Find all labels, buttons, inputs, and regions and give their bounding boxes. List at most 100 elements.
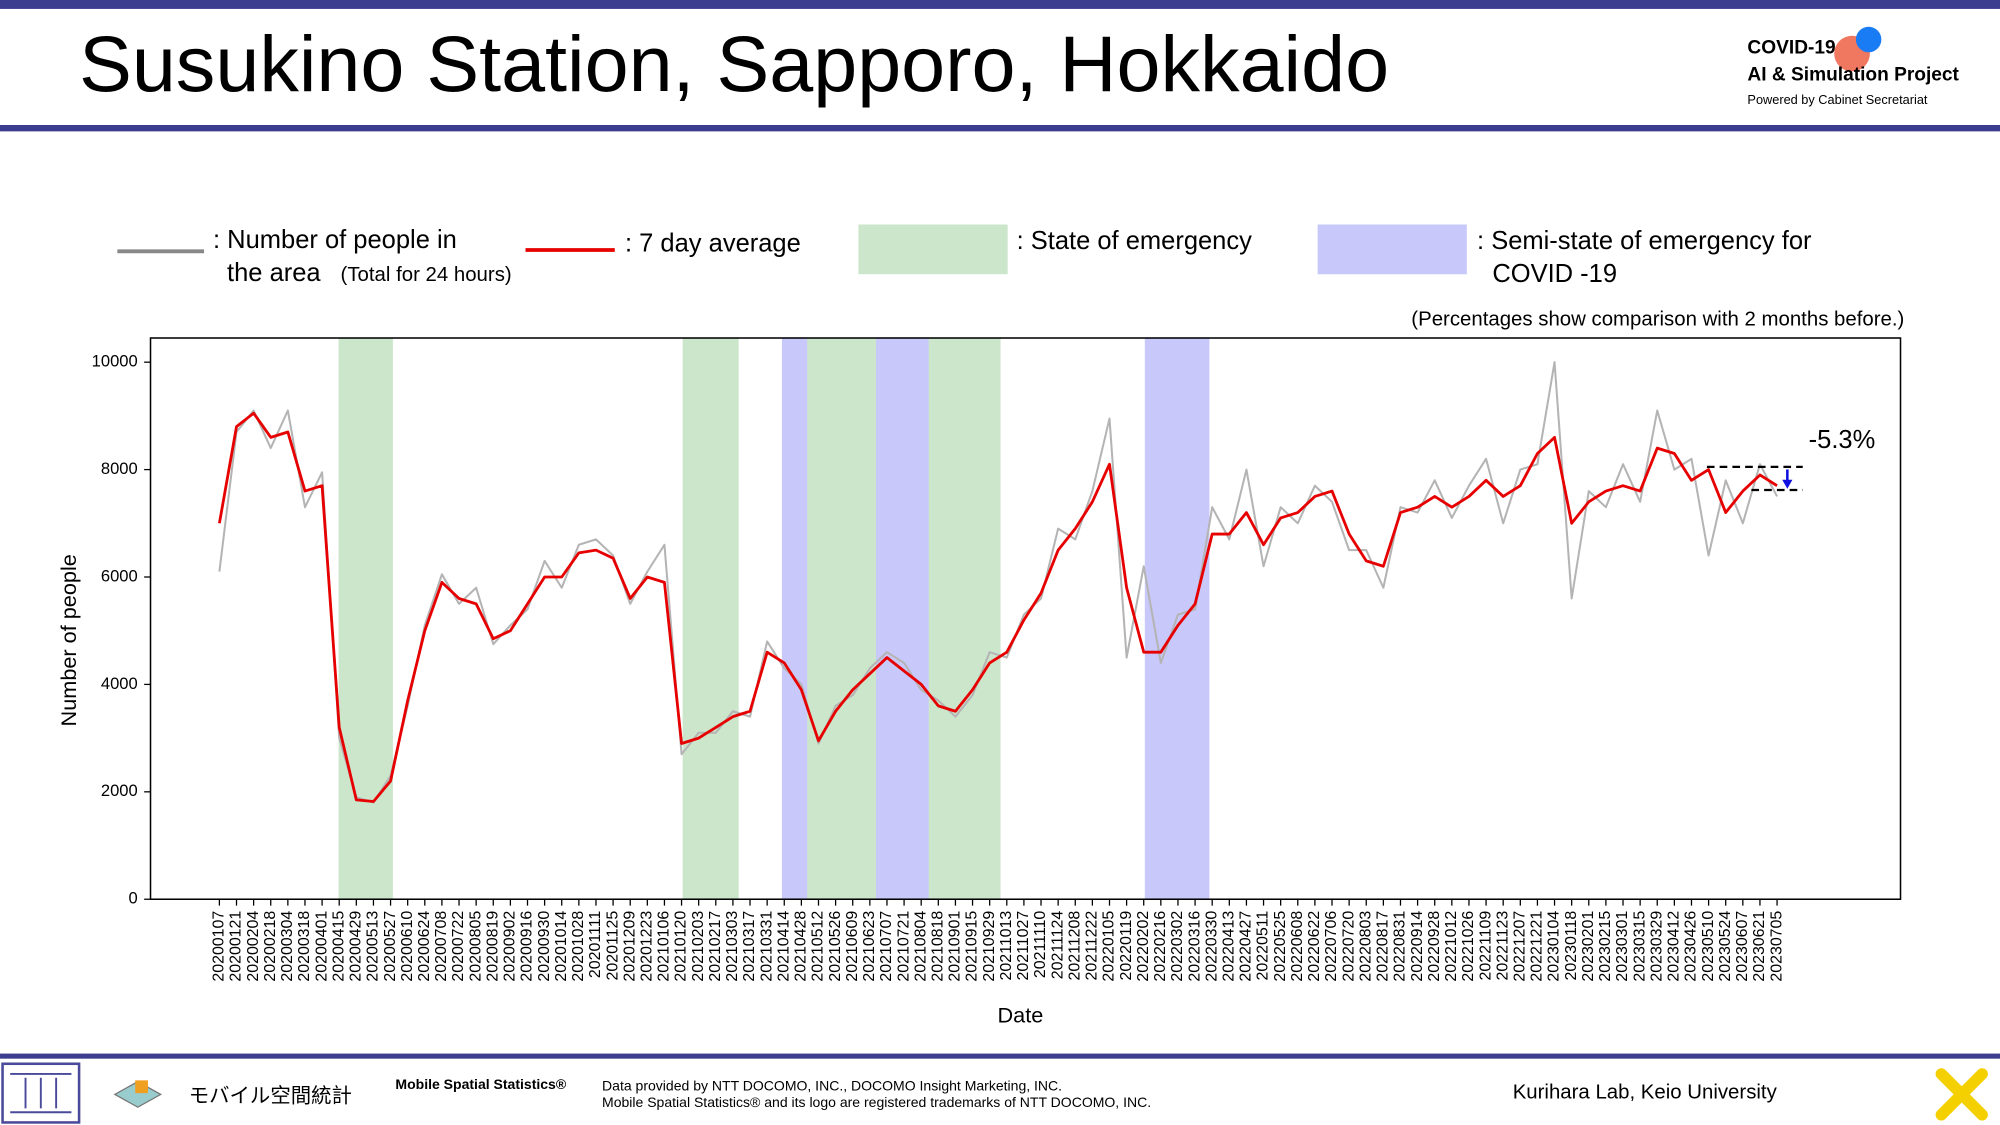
x-tick-label: 20220202 xyxy=(1135,911,1152,982)
x-tick-label: 20220608 xyxy=(1289,911,1306,982)
x-tick-label: 20220622 xyxy=(1306,911,1323,982)
logo-dot xyxy=(1855,26,1882,53)
x-tick-label: 20200401 xyxy=(313,911,330,982)
y-tick-label: 0 xyxy=(129,889,138,908)
x-tick-label: 20210818 xyxy=(930,911,947,982)
lab-credit: Kurihara Lab, Keio University xyxy=(1513,1082,1778,1104)
x-tick-label: 20200902 xyxy=(502,911,519,982)
x-tick-label: 20230705 xyxy=(1768,911,1785,982)
x-tick-label: 20220302 xyxy=(1169,911,1186,982)
legend-text: the area xyxy=(227,259,321,287)
brand-logo xyxy=(113,1080,163,1108)
plot-frame xyxy=(149,337,1902,900)
x-tick-label: 20210106 xyxy=(656,911,673,982)
x-tick-label: 20200722 xyxy=(450,911,467,982)
chart-note: (Percentages show comparison with 2 mont… xyxy=(1411,309,1904,331)
x-tick-label: 20230201 xyxy=(1580,911,1597,982)
x-tick-label: 20210217 xyxy=(707,911,724,982)
x-tick-label: 20200819 xyxy=(484,911,501,982)
x-tick-label: 20210428 xyxy=(793,911,810,982)
lab-logo xyxy=(1,1062,81,1124)
x-tick-label: 20200429 xyxy=(348,911,365,982)
x-tick-label: 20220119 xyxy=(1118,911,1135,981)
x-tick-label: 20200916 xyxy=(519,911,536,982)
x-tick-label: 20221123 xyxy=(1494,911,1511,981)
x-tick-label: 20230607 xyxy=(1734,911,1751,982)
x-tick-label: 20201014 xyxy=(553,911,570,982)
x-tick-label: 20210120 xyxy=(673,911,690,982)
y-tick-label: 2000 xyxy=(101,781,138,800)
x-tick-label: 20220511 xyxy=(1255,911,1272,981)
x-tick-label: 20230426 xyxy=(1683,911,1700,982)
brand-jp: モバイル空間統計 xyxy=(189,1084,352,1107)
emergency-span xyxy=(682,337,739,900)
x-tick-label: 20230104 xyxy=(1546,911,1563,982)
x-tick-label: 20210203 xyxy=(690,911,707,982)
legend-text: : Number of people in xyxy=(213,226,457,254)
x-axis-title: Date xyxy=(998,1002,1044,1027)
x-tick-label: 20220330 xyxy=(1203,911,1220,982)
average-line xyxy=(218,411,1778,803)
x-tick-label: 20210303 xyxy=(724,911,741,982)
x-tick-label: 20230412 xyxy=(1666,911,1683,982)
x-tick-label: 20210414 xyxy=(775,911,792,982)
x-tick-label: 20220413 xyxy=(1221,911,1238,982)
x-tick-label: 20201028 xyxy=(570,911,587,982)
x-tick-label: 20221026 xyxy=(1460,911,1477,982)
emergency-span xyxy=(927,337,1001,900)
x-tick-label: 20200304 xyxy=(279,911,296,982)
logo-text: AI & Simulation Project xyxy=(1747,64,1959,85)
page-title: Susukino Station, Sapporo, Hokkaido xyxy=(79,19,1389,108)
x-tick-label: 20200107 xyxy=(211,911,228,982)
x-tick-label: 20220928 xyxy=(1426,911,1443,982)
legend-note: (Total for 24 hours) xyxy=(341,264,512,286)
x-tick-label: 20200204 xyxy=(245,911,262,982)
x-tick-label: 20210331 xyxy=(758,911,775,982)
x-tick-label: 20201209 xyxy=(621,911,638,982)
x-tick-label: 20220803 xyxy=(1357,911,1374,982)
x-tick-label: 20220817 xyxy=(1375,911,1392,982)
x-tick-label: 20220427 xyxy=(1238,911,1255,982)
corner-logo xyxy=(1935,1068,1988,1121)
y-tick-label: 10000 xyxy=(92,352,138,371)
x-tick-label: 20211110 xyxy=(1032,911,1049,978)
brand-logo xyxy=(135,1080,148,1094)
x-tick-label: 20200415 xyxy=(330,911,347,982)
x-tick-label: 20220105 xyxy=(1101,911,1118,982)
legend-text: COVID -19 xyxy=(1492,260,1617,288)
logo-text: Powered by Cabinet Secretariat xyxy=(1747,92,1927,107)
x-tick-label: 20221109 xyxy=(1477,911,1494,981)
x-tick-label: 20230524 xyxy=(1717,911,1734,982)
x-tick-label: 20210317 xyxy=(741,911,758,982)
legend: : Number of people in the area (Total fo… xyxy=(117,224,1812,288)
x-tick-label: 20230215 xyxy=(1597,911,1614,982)
y-axis-title: Number of people xyxy=(56,554,81,726)
credit: Mobile Spatial Statistics® and its logo … xyxy=(602,1094,1151,1110)
x-tick-label: 20200624 xyxy=(416,911,433,982)
x-tick-label: 20210721 xyxy=(895,911,912,982)
y-tick-label: 4000 xyxy=(101,674,138,693)
y-tick-label: 6000 xyxy=(101,566,138,585)
x-tick-label: 20211027 xyxy=(1015,911,1032,981)
x-tick-label: 20211124 xyxy=(1049,911,1066,980)
x-tick-label: 20211013 xyxy=(998,911,1015,981)
x-tick-label: 20220914 xyxy=(1409,911,1426,982)
x-tick-label: 20200610 xyxy=(399,911,416,982)
x-tick-label: 20210901 xyxy=(947,911,964,982)
x-tick-label: 20201111 xyxy=(587,911,604,978)
x-tick-label: 20210512 xyxy=(810,911,827,982)
x-tick-label: 20230621 xyxy=(1751,911,1768,982)
x-tick-label: 20220706 xyxy=(1323,911,1340,982)
x-tick-label: 20230315 xyxy=(1631,911,1648,982)
y-tick-label: 8000 xyxy=(101,459,138,478)
x-tick-label: 20201125 xyxy=(604,911,621,981)
x-tick-label: 20210609 xyxy=(844,911,861,982)
x-tick-label: 20200121 xyxy=(228,911,245,982)
annotation-arrow-head xyxy=(1782,479,1793,489)
x-tick-label: 20220216 xyxy=(1152,911,1169,982)
x-tick-label: 20200930 xyxy=(536,911,553,982)
annotation-label: -5.3% xyxy=(1809,426,1876,454)
x-tick-label: 20220831 xyxy=(1392,911,1409,982)
x-tick-label: 20220316 xyxy=(1186,911,1203,982)
